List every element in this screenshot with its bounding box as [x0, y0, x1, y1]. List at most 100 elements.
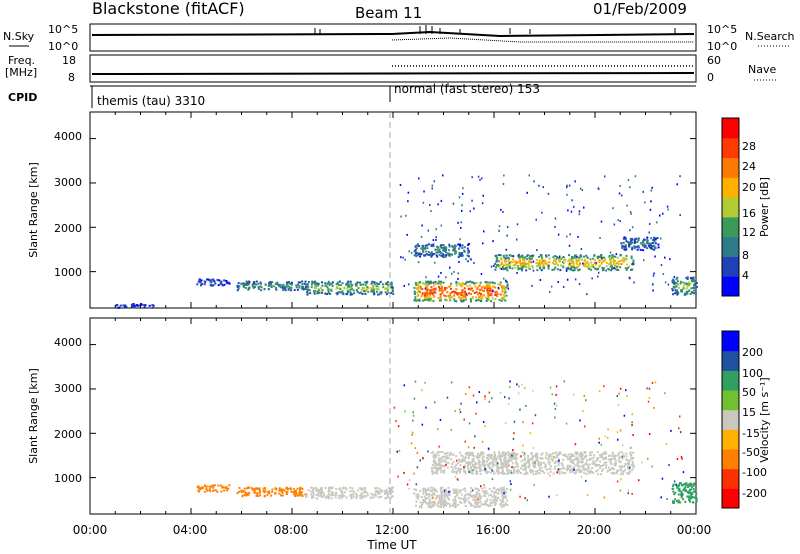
scatter-cell [653, 240, 656, 243]
scatter-cell [458, 283, 461, 286]
scatter-cell [486, 499, 489, 502]
scatter-cell [267, 491, 269, 494]
scatter-cell [543, 466, 546, 469]
scatter-cell [430, 255, 433, 258]
scatter-cell [682, 281, 685, 284]
scatter-cell [369, 497, 372, 500]
scatter-speckle [439, 418, 442, 421]
scatter-speckle [460, 226, 462, 229]
scatter-cell [692, 278, 695, 281]
scatter-speckle [482, 421, 485, 423]
scatter-speckle [443, 489, 446, 492]
scatter-cell [442, 504, 445, 507]
scatter-speckle [653, 272, 655, 275]
scatter-cell [132, 304, 135, 307]
scatter-cell [630, 257, 633, 260]
scatter-cell [223, 279, 226, 282]
scatter-cell [257, 282, 260, 285]
power-panel-frame [89, 111, 697, 309]
scatter-cell [593, 254, 596, 257]
scatter-cell [688, 491, 691, 494]
scatter-cell [504, 291, 507, 294]
scatter-cell [590, 261, 593, 264]
scatter-cell [494, 298, 497, 301]
scatter-cell [531, 462, 534, 465]
scatter-speckle [619, 220, 621, 222]
scatter-cell [320, 493, 323, 496]
velocity-ylabel: Slant Range [km] [27, 368, 40, 464]
scatter-cell [545, 451, 548, 454]
scatter-cell [262, 487, 265, 490]
scatter-cell [567, 260, 570, 263]
scatter-cell [413, 254, 416, 257]
scatter-cell [612, 261, 615, 263]
scatter-cell [530, 469, 533, 472]
scatter-cell [525, 461, 528, 464]
scatter-cell [527, 454, 530, 457]
scatter-cell [507, 469, 510, 472]
scatter-cell [455, 300, 458, 303]
scatter-cell [527, 262, 529, 265]
scatter-cell [556, 454, 559, 456]
scatter-cell [566, 464, 569, 467]
scatter-cell [316, 292, 319, 295]
scatter-cell [255, 494, 258, 497]
scatter-cell [443, 287, 446, 289]
scatter-cell [356, 282, 358, 285]
scatter-cell [270, 494, 273, 497]
scatter-cell [248, 281, 251, 284]
scatter-speckle [397, 425, 400, 428]
scatter-cell [617, 454, 620, 457]
scatter-cell [500, 500, 503, 503]
scatter-speckle [532, 389, 534, 392]
scatter-cell [467, 281, 470, 284]
scatter-speckle [432, 281, 435, 284]
scatter-cell [392, 293, 395, 295]
scatter-cell [328, 490, 331, 492]
scatter-cell [502, 505, 505, 508]
scatter-cell [420, 253, 423, 256]
scatter-cell [586, 256, 589, 259]
scatter-speckle [508, 397, 510, 400]
scatter-cell [479, 281, 482, 284]
scatter-cell [595, 470, 597, 473]
scatter-cell [482, 503, 485, 506]
scatter-cell [450, 458, 453, 461]
scatter-cell [678, 488, 681, 491]
scatter-cell [631, 268, 633, 271]
scatter-cell [467, 243, 470, 245]
scatter-cell [495, 460, 498, 463]
scatter-speckle [679, 431, 682, 434]
scatter-cell [508, 457, 511, 460]
scatter-cell [574, 472, 577, 475]
scatter-cell [459, 291, 462, 294]
scatter-cell [691, 493, 694, 496]
scatter-cell [465, 282, 468, 284]
scatter-cell [524, 459, 527, 461]
scatter-speckle [662, 212, 664, 215]
scatter-cell [566, 455, 569, 458]
scatter-cell [473, 455, 476, 458]
scatter-speckle [682, 471, 685, 474]
search-right-label: N.Search [745, 30, 795, 43]
scatter-speckle [648, 396, 651, 399]
velocity-colorbar-label: Velocity [m s⁻¹] [758, 377, 771, 462]
scatter-cell [624, 463, 627, 466]
scatter-cell [443, 493, 446, 496]
scatter-cell [310, 283, 313, 286]
scatter-cell [428, 498, 431, 501]
scatter-cell [599, 460, 602, 463]
scatter-speckle [567, 209, 569, 212]
scatter-cell [596, 257, 599, 260]
power-ytick: 3000 [54, 176, 82, 189]
scatter-speckle [629, 211, 632, 213]
scatter-cell [578, 461, 581, 464]
scatter-cell [678, 490, 681, 493]
scatter-cell [469, 284, 472, 287]
scatter-cell [596, 469, 599, 472]
scatter-cell [382, 286, 385, 289]
scatter-cell [299, 488, 302, 490]
scatter-cell [448, 285, 451, 288]
scatter-cell [546, 458, 549, 461]
scatter-speckle [555, 393, 557, 396]
